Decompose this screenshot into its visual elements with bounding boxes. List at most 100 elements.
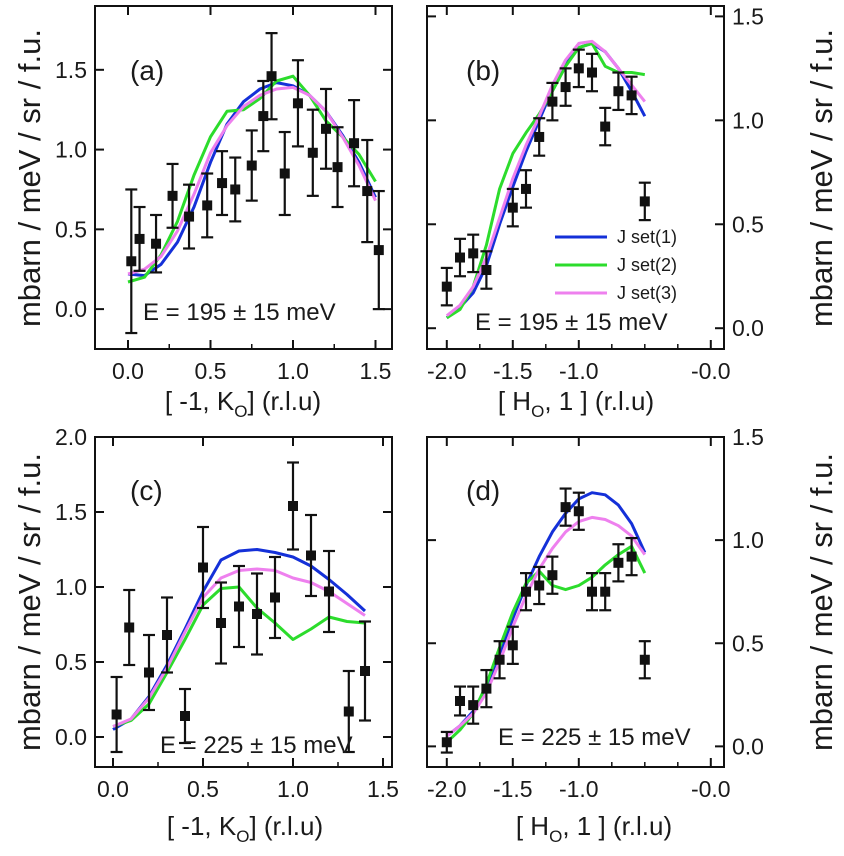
data-marker	[324, 586, 334, 597]
x-tick-label: 0.0	[112, 358, 144, 384]
data-point	[625, 536, 638, 577]
y-tick-label: 1.0	[55, 574, 87, 600]
model-curves	[445, 491, 647, 744]
data-marker	[481, 683, 492, 694]
data-point	[125, 188, 138, 335]
panel-label: (c)	[130, 475, 163, 506]
data-point	[201, 172, 214, 239]
data-point	[342, 669, 355, 754]
data-point	[533, 117, 546, 157]
data-point	[612, 71, 625, 112]
data-point	[480, 250, 493, 290]
data-point	[546, 81, 559, 122]
data-marker	[217, 178, 228, 189]
data-marker	[613, 86, 624, 97]
data-point	[133, 205, 146, 272]
energy-label: E = 195 ± 15 meV	[475, 309, 668, 336]
data-point	[467, 233, 480, 274]
y-tick-label: 0.0	[55, 296, 87, 322]
panel-c: 0.0 0.5 1.0 1.5 0.0 0.5 1.0 1.5 2.0 (c) E = 225 …	[12, 424, 399, 846]
axis-ticks: -2.0 -1.5 -1.0 -0.00.0 0.5 1.0 1.5	[427, 3, 764, 384]
data-marker	[600, 586, 611, 597]
data-point	[123, 588, 136, 667]
x-tick-label: 0.5	[195, 358, 227, 384]
data-marker	[626, 551, 637, 562]
data-marker	[455, 696, 465, 706]
data-marker	[279, 168, 290, 179]
x-tick-label: -2.0	[427, 776, 467, 802]
x-axis-title: [ -1, KO] (r.l.u)	[167, 811, 323, 846]
y-tick-label: 2.0	[55, 424, 87, 450]
x-tick-label: -2.0	[427, 358, 467, 384]
data-marker	[600, 121, 611, 132]
data-marker	[307, 147, 318, 158]
panel-a: 0.0 0.5 1.0 1.5 0.0 0.5 1.0 1.5 (a) E = 195 ± 1…	[12, 5, 393, 421]
y-tick-label: 1.5	[55, 57, 87, 83]
data-marker	[234, 601, 244, 612]
y-tick-label: 1.0	[732, 527, 764, 553]
data-points	[125, 32, 385, 335]
data-point	[372, 189, 385, 311]
data-marker	[252, 609, 262, 619]
data-point	[305, 513, 317, 598]
data-point	[572, 48, 585, 89]
x-tick-label: -1.0	[559, 358, 599, 384]
data-point	[291, 59, 304, 148]
data-point	[506, 625, 519, 665]
data-point	[183, 183, 196, 250]
x-tick-label: 0.0	[97, 776, 129, 802]
data-point	[143, 633, 155, 712]
data-marker	[246, 160, 257, 171]
data-point	[331, 126, 344, 209]
y-tick-label: 0.0	[732, 315, 764, 341]
data-marker	[587, 67, 597, 78]
data-point	[229, 156, 242, 223]
data-point	[150, 213, 163, 274]
axis-ticks: 0.0 0.5 1.0 1.5 0.0 0.5 1.0 1.5 2.0	[55, 424, 399, 802]
data-marker	[494, 654, 505, 665]
data-marker	[639, 196, 650, 207]
data-marker	[124, 622, 135, 633]
data-marker	[360, 666, 370, 676]
data-marker	[560, 82, 571, 93]
y-tick-label: 1.0	[732, 107, 764, 133]
data-point	[197, 525, 209, 610]
y-tick-label: 0.0	[732, 733, 764, 759]
x-tick-label: -0.0	[691, 358, 731, 384]
series-line-j-set-3-	[127, 85, 377, 276]
data-marker	[534, 580, 545, 591]
x-tick-label: -1.5	[493, 776, 533, 802]
data-point	[287, 461, 299, 551]
legend: J set(1) J set(2) J set(3)	[555, 227, 677, 303]
data-point	[467, 685, 480, 725]
data-point	[216, 150, 229, 217]
y-tick-label: 0.5	[732, 211, 764, 237]
data-marker	[587, 586, 597, 597]
y-tick-label: 1.5	[55, 499, 87, 525]
energy-label: E = 195 ± 15 meV	[143, 299, 336, 326]
data-marker	[547, 570, 558, 581]
data-point	[251, 572, 263, 656]
data-marker	[521, 586, 531, 597]
data-point	[454, 237, 466, 278]
data-marker	[288, 501, 298, 511]
data-point	[625, 75, 638, 116]
data-point	[454, 685, 466, 717]
y-tick-label: 1.5	[732, 3, 764, 29]
panel-label: (b)	[466, 55, 500, 86]
data-points	[110, 461, 371, 754]
data-marker	[441, 737, 452, 748]
data-marker	[481, 265, 492, 276]
data-point	[572, 491, 585, 531]
plot-frame	[94, 5, 393, 350]
y-axis-title: mbarn / meV / sr / f.u.	[804, 453, 839, 751]
data-point	[306, 108, 319, 197]
x-tick-label: -1.5	[493, 358, 533, 384]
y-axis-title: mbarn / meV / sr / f.u.	[12, 453, 47, 751]
x-axis-title: [ HO, 1 ] (r.l.u)	[498, 386, 654, 421]
data-point	[520, 572, 532, 612]
y-axis-title: mbarn / meV / sr / f.u.	[804, 29, 839, 327]
data-marker	[441, 281, 452, 292]
